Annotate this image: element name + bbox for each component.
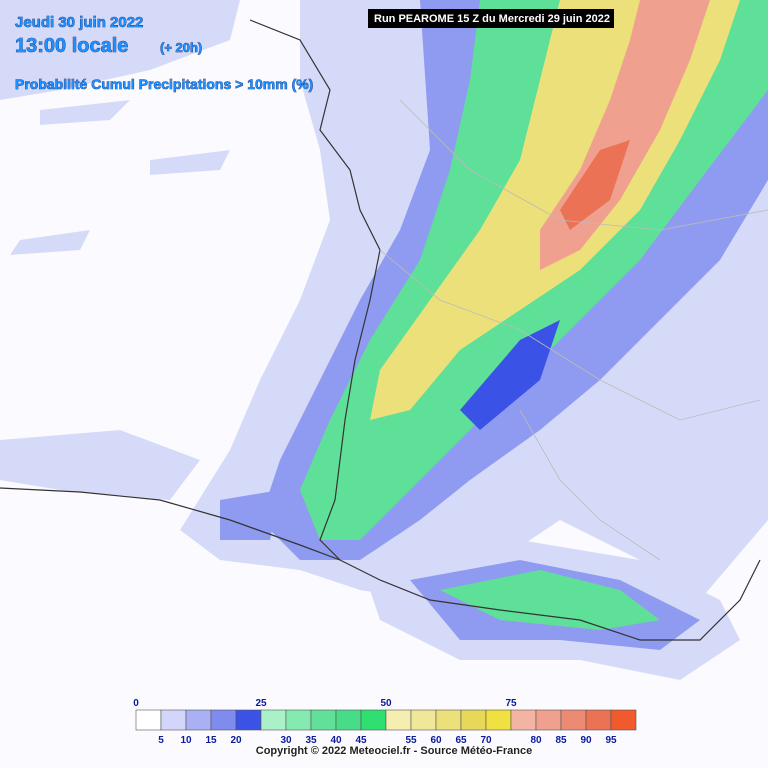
legend-swatch xyxy=(410,709,437,731)
legend-bottom-label: 55 xyxy=(405,735,417,746)
run: Run PEAROME 15 Z du Mercredi 29 juin 202… xyxy=(374,13,610,25)
legend-bottom-label: 60 xyxy=(430,735,442,746)
legend-swatch xyxy=(385,709,412,731)
legend-top-label: 50 xyxy=(380,698,392,709)
parameter: Probabilité Cumul Precipitations > 10mm … xyxy=(15,76,313,92)
strong-blue xyxy=(460,320,560,430)
legend-swatch xyxy=(435,709,462,731)
legend-bottom-label: 45 xyxy=(355,735,367,746)
legend-swatch xyxy=(235,709,262,731)
legend-bottom-label: 80 xyxy=(530,735,542,746)
date: Jeudi 30 juin 2022 xyxy=(15,14,143,31)
legend-top-label: 25 xyxy=(255,698,267,709)
red-precip xyxy=(560,140,630,230)
legend-swatch xyxy=(610,709,637,731)
legend-swatch xyxy=(310,709,337,731)
legend-bottom-label: 35 xyxy=(305,735,317,746)
offset: (+ 20h) xyxy=(160,40,202,55)
legend-swatch xyxy=(585,709,612,731)
legend-bottom-label: 15 xyxy=(205,735,217,746)
legend-swatch xyxy=(485,709,512,731)
legend-bottom-label: 30 xyxy=(280,735,292,746)
legend-top-label: 0 xyxy=(133,698,139,709)
legend-swatch xyxy=(285,709,312,731)
legend: 0 25 50 75 5 10 15 20 30 35 40 45 55 60 65 70 80 85 90 95 xyxy=(133,698,637,746)
legend-swatch xyxy=(535,709,562,731)
legend-top-label: 75 xyxy=(505,698,517,709)
legend-swatch xyxy=(135,709,162,731)
copyright: Copyright © 2022 Meteociel.fr - Source M… xyxy=(256,745,532,757)
time: 13:00 locale xyxy=(15,35,128,57)
legend-bottom-label: 85 xyxy=(555,735,567,746)
legend-bottom-label: 90 xyxy=(580,735,592,746)
legend-swatch xyxy=(160,709,187,731)
legend-bottom-label: 95 xyxy=(605,735,617,746)
legend-bottom-label: 20 xyxy=(230,735,242,746)
legend-bottom-label: 10 xyxy=(180,735,192,746)
legend-swatch xyxy=(210,709,237,731)
legend-bottom-label: 65 xyxy=(455,735,467,746)
legend-swatch xyxy=(560,709,587,731)
legend-bottom-label: 70 xyxy=(480,735,492,746)
legend-swatch xyxy=(510,709,537,731)
legend-bottom-label: 40 xyxy=(330,735,342,746)
legend-swatch xyxy=(360,709,387,731)
legend-swatch xyxy=(185,709,212,731)
legend-swatch xyxy=(460,709,487,731)
borders xyxy=(379,99,768,561)
run-banner xyxy=(368,9,614,28)
legend-swatch xyxy=(335,709,362,731)
legend-bottom-label: 5 xyxy=(158,735,164,746)
legend-swatch xyxy=(260,709,287,731)
